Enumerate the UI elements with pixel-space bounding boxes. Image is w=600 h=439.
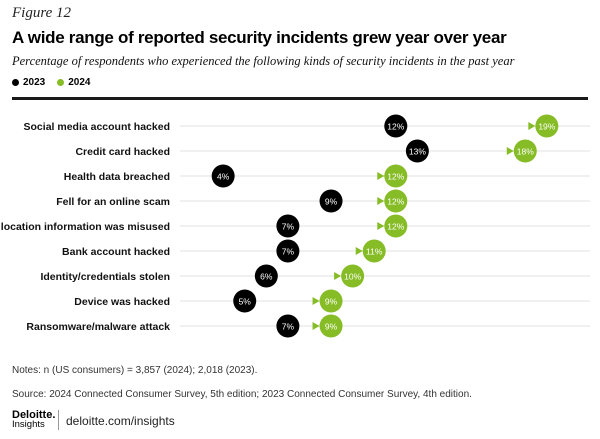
brand-url[interactable]: deloitte.com/insights — [66, 414, 175, 428]
brand-divider — [58, 410, 59, 430]
point-label-2023: 5% — [239, 297, 252, 307]
source: Source: 2024 Connected Consumer Survey, … — [12, 389, 472, 400]
point-2024 — [384, 164, 408, 188]
point-label-2023: 7% — [282, 247, 295, 257]
legend-item-2023: 2023 — [12, 77, 45, 88]
change-arrowhead — [334, 272, 342, 280]
point-label-2024: 12% — [387, 197, 404, 207]
notes: Notes: n (US consumers) = 3,857 (2024); … — [12, 365, 258, 376]
point-label-2023: 7% — [282, 222, 295, 232]
point-label-2024: 9% — [325, 297, 338, 307]
brand-sub: Insights — [12, 419, 45, 430]
point-2024 — [513, 139, 537, 163]
point-2024 — [535, 114, 559, 138]
figure-label: Figure 12 — [12, 5, 72, 21]
category-label: Fell for an online scam — [56, 196, 170, 208]
point-2023 — [211, 164, 235, 188]
point-label-2024: 18% — [517, 147, 534, 157]
category-label: Device was hacked — [74, 296, 170, 308]
category-label: Health data breached — [64, 171, 170, 183]
point-2023 — [276, 314, 300, 338]
point-label-2024: 11% — [366, 247, 383, 257]
point-label-2024: 12% — [387, 222, 404, 232]
legend-label-2024: 2024 — [68, 77, 91, 88]
point-2024 — [362, 239, 386, 263]
category-label: My location information was misused — [0, 221, 170, 233]
point-2023 — [405, 139, 429, 163]
point-label-2024: 9% — [325, 322, 338, 332]
legend-item-2024: 2024 — [57, 77, 91, 88]
category-label: Bank account hacked — [62, 246, 170, 258]
dumbbell-chart: Social media account hacked 12% 19% Credit … — [0, 114, 590, 338]
point-2023 — [254, 264, 278, 288]
point-2023 — [319, 189, 343, 213]
category-label: Ransomware/malware attack — [26, 321, 170, 333]
point-label-2023: 12% — [387, 122, 404, 132]
category-label: Credit card hacked — [75, 146, 170, 158]
chart-subtitle: Percentage of respondents who experience… — [12, 54, 515, 68]
point-2023 — [233, 289, 257, 313]
point-2024 — [341, 264, 365, 288]
change-arrowhead — [312, 297, 320, 305]
change-arrowhead — [377, 197, 385, 205]
deloitte-logo: Deloitte. Insights — [12, 410, 55, 430]
legend-label-2023: 2023 — [23, 77, 46, 88]
category-label: Social media account hacked — [24, 121, 170, 133]
change-arrowhead — [377, 222, 385, 230]
point-2023 — [276, 214, 300, 238]
point-label-2023: 7% — [282, 322, 295, 332]
point-label-2023: 6% — [260, 272, 273, 282]
point-2024 — [384, 214, 408, 238]
category-label: Identity/credentials stolen — [40, 271, 170, 283]
point-label-2024: 10% — [344, 272, 361, 282]
legend-swatch-2023 — [12, 79, 19, 86]
point-label-2024: 19% — [538, 122, 555, 132]
change-arrowhead — [377, 172, 385, 180]
legend: 2023 2024 — [12, 77, 103, 88]
change-arrowhead — [528, 122, 536, 130]
brand-name: Deloitte. — [12, 409, 56, 421]
header-rule — [12, 97, 588, 100]
point-label-2023: 13% — [409, 147, 426, 157]
point-2023 — [384, 114, 408, 138]
change-arrowhead — [355, 247, 363, 255]
point-2024 — [319, 314, 343, 338]
point-label-2023: 4% — [217, 172, 230, 182]
change-arrowhead — [506, 147, 514, 155]
point-2023 — [276, 239, 300, 263]
point-label-2023: 9% — [325, 197, 338, 207]
point-2024 — [319, 289, 343, 313]
legend-swatch-2024 — [57, 79, 65, 86]
point-2024 — [384, 189, 408, 213]
point-label-2024: 12% — [387, 172, 404, 182]
change-arrowhead — [312, 322, 320, 330]
chart-title: A wide range of reported security incide… — [12, 28, 507, 47]
